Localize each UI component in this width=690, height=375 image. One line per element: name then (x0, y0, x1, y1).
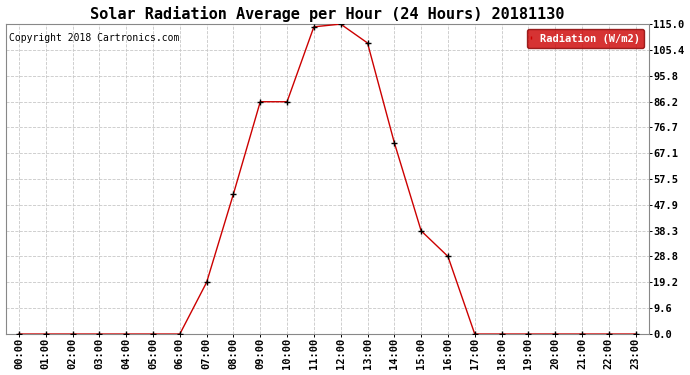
Text: Copyright 2018 Cartronics.com: Copyright 2018 Cartronics.com (9, 33, 179, 44)
Title: Solar Radiation Average per Hour (24 Hours) 20181130: Solar Radiation Average per Hour (24 Hou… (90, 6, 564, 21)
Legend: Radiation (W/m2): Radiation (W/m2) (527, 29, 644, 48)
